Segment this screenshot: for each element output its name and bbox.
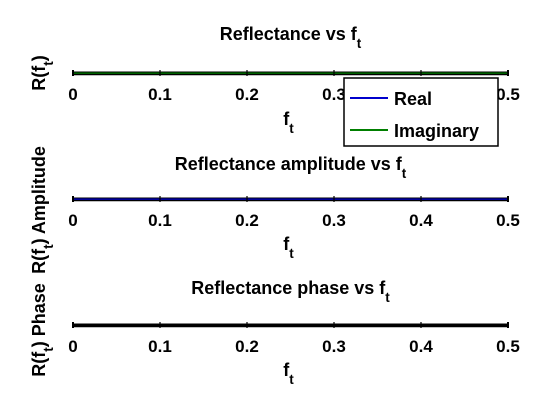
x-tick-label: 0.5 xyxy=(496,337,520,356)
subplot-title: Reflectance amplitude vs ft xyxy=(175,154,407,181)
x-tick-label: 0.4 xyxy=(409,211,433,230)
x-tick-label: 0.5 xyxy=(496,85,520,104)
x-tick-label: 0.1 xyxy=(148,337,172,356)
subplot-title: Reflectance vs ft xyxy=(220,24,362,51)
subplot-1: Reflectance vs ft00.10.20.30.40.5ftR(ft)… xyxy=(29,24,520,147)
x-tick-label: 0.2 xyxy=(235,85,259,104)
legend: Real Imaginary xyxy=(343,77,499,147)
x-axis-label: ft xyxy=(283,360,294,387)
legend-entry: Real xyxy=(394,89,432,109)
x-tick-label: 0.4 xyxy=(409,337,433,356)
x-axis-label: ft xyxy=(283,234,294,261)
x-tick-label: 0 xyxy=(68,211,77,230)
y-axis-label: R(ft) Amplitude xyxy=(29,146,56,274)
x-tick-label: 0.3 xyxy=(322,85,346,104)
x-tick-label: 0.1 xyxy=(148,211,172,230)
x-axis-label: ft xyxy=(283,109,294,136)
x-tick-label: 0.2 xyxy=(235,337,259,356)
x-tick-label: 0 xyxy=(68,85,77,104)
subplot-2: Reflectance amplitude vs ft 0 0.1 0.2 0.3 0.4… xyxy=(29,146,520,274)
y-axis-label: R(ft) Phase xyxy=(29,283,56,377)
legend-box xyxy=(343,77,499,147)
subplot-title: Reflectance phase vs ft xyxy=(191,278,390,305)
x-tick-label: 0.1 xyxy=(148,85,172,104)
x-tick-label: 0.5 xyxy=(496,211,520,230)
x-tick-label: 0.2 xyxy=(235,211,259,230)
y-axis-label: R(ft) xyxy=(29,55,56,91)
x-tick-label: 0.3 xyxy=(322,337,346,356)
x-tick-label: 0.3 xyxy=(322,211,346,230)
legend-entry: Imaginary xyxy=(394,121,479,141)
x-tick-label: 0 xyxy=(68,337,77,356)
subplot-3: Reflectance phase vs ft 0 0.1 0.2 0.3 0.4 0.5 f… xyxy=(29,278,520,387)
